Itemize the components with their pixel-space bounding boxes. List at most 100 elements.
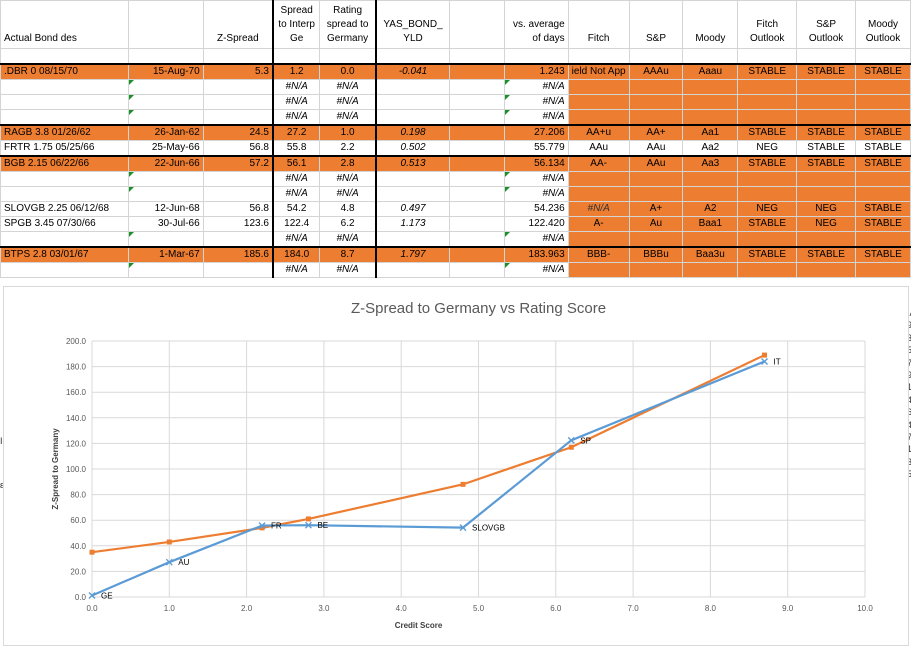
table-cell[interactable]: STABLE [855,63,911,80]
table-cell[interactable]: 54.236 [503,201,569,217]
table-row[interactable]: #N/A #N/A #N/A [0,262,911,278]
cell[interactable] [375,48,451,65]
table-cell[interactable] [449,186,505,202]
table-cell[interactable]: 185.6 [202,246,274,263]
table-cell[interactable]: NEG [737,140,798,157]
table-cell[interactable]: 184.0 [271,246,321,263]
table-cell[interactable] [449,262,505,278]
table-cell[interactable]: STABLE [855,201,911,217]
table-cell[interactable]: RAGB 3.8 01/26/62 [0,124,129,141]
table-cell[interactable]: 122.420 [503,216,569,232]
table-cell[interactable]: #N/A [319,186,377,202]
table-cell[interactable]: #N/A [503,94,569,110]
table-cell[interactable]: BBB- [567,246,630,263]
table-cell[interactable]: 1.797 [375,246,451,263]
table-cell[interactable]: 26-Jan-62 [127,124,204,141]
table-cell[interactable]: STABLE [737,155,798,172]
table-cell[interactable] [202,109,274,126]
table-cell[interactable] [449,216,505,232]
table-cell[interactable]: 0.0 [319,63,377,80]
table-row[interactable]: #N/A #N/A #N/A [0,109,911,126]
table-cell[interactable] [682,171,739,187]
table-cell[interactable]: STABLE [796,140,857,157]
table-cell[interactable]: BGB 2.15 06/22/66 [0,155,129,172]
cell[interactable] [271,48,321,65]
table-cell[interactable] [375,231,451,248]
table-cell[interactable] [855,109,911,126]
table-cell[interactable] [449,231,505,248]
table-cell[interactable] [449,124,505,141]
table-cell[interactable]: BBBu [628,246,684,263]
table-cell[interactable]: 56.134 [503,155,569,172]
spread-vs-rating-chart[interactable]: Z-Spread to Germany vs Rating Score 0.0 20… [3,286,909,646]
table-cell[interactable] [202,186,274,202]
cell[interactable] [127,48,204,65]
table-cell[interactable]: 27.2 [271,124,321,141]
table-cell[interactable] [449,94,505,110]
table-cell[interactable]: Aa1 [682,124,739,141]
table-cell[interactable]: STABLE [737,124,798,141]
table-cell[interactable] [375,186,451,202]
table-cell[interactable]: A+ [628,201,684,217]
table-cell[interactable] [0,186,129,202]
table-cell[interactable] [737,79,798,95]
table-cell[interactable] [567,79,630,95]
table-cell[interactable] [796,231,857,248]
table-cell[interactable]: 1.2 [271,63,321,80]
table-cell[interactable]: #N/A [271,79,321,95]
table-cell[interactable] [449,109,505,126]
table-cell[interactable] [449,171,505,187]
table-cell[interactable]: 123.6 [202,216,274,232]
table-cell[interactable] [202,171,274,187]
table-cell[interactable] [0,109,129,126]
table-cell[interactable] [567,231,630,248]
table-cell[interactable] [202,231,274,248]
table-cell[interactable] [127,262,204,278]
table-cell[interactable]: Aa2 [682,140,739,157]
table-cell[interactable] [737,186,798,202]
header-cell[interactable]: vs. average of days [503,0,569,49]
table-cell[interactable]: 8.7 [319,246,377,263]
table-cell[interactable]: 55.779 [503,140,569,157]
table-cell[interactable]: STABLE [855,124,911,141]
table-cell[interactable]: #N/A [319,109,377,126]
table-cell[interactable]: ield Not App [567,63,630,80]
table-cell[interactable] [127,94,204,110]
table-cell[interactable]: #N/A [503,262,569,278]
table-cell[interactable] [567,94,630,110]
table-cell[interactable]: SPGB 3.45 07/30/66 [0,216,129,232]
header-cell[interactable]: Moody [682,0,739,49]
header-cell[interactable]: Fitch Outlook [737,0,798,49]
table-cell[interactable] [796,109,857,126]
table-cell[interactable]: 1-Mar-67 [127,246,204,263]
table-row[interactable]: #N/A #N/A #N/A [0,79,911,95]
table-cell[interactable] [449,246,505,263]
table-cell[interactable]: STABLE [855,140,911,157]
table-cell[interactable]: #N/A [271,109,321,126]
table-cell[interactable] [796,79,857,95]
table-cell[interactable] [375,94,451,110]
header-cell[interactable] [127,0,204,49]
table-row[interactable]: RAGB 3.8 01/26/62 26-Jan-62 24.5 27.2 1.0 0.1… [0,124,911,141]
table-cell[interactable]: 183.963 [503,246,569,263]
header-cell[interactable]: YAS_BOND_ YLD [375,0,451,49]
bond-table[interactable]: Actual Bond des Z-Spread Spread to Interp … [0,0,911,278]
table-cell[interactable]: #N/A [319,231,377,248]
table-cell[interactable]: 0.502 [375,140,451,157]
table-cell[interactable]: AA+ [628,124,684,141]
table-cell[interactable] [796,186,857,202]
table-cell[interactable] [682,94,739,110]
table-cell[interactable]: #N/A [271,231,321,248]
table-cell[interactable] [628,186,684,202]
cell[interactable] [855,48,911,65]
table-cell[interactable]: 15-Aug-70 [127,63,204,80]
table-cell[interactable] [855,262,911,278]
table-cell[interactable]: 56.8 [202,140,274,157]
cell[interactable] [503,48,569,65]
table-row[interactable]: .DBR 0 08/15/70 15-Aug-70 5.3 1.2 0.0 -0.041 1… [0,63,911,80]
table-cell[interactable]: 122.4 [271,216,321,232]
table-cell[interactable] [737,171,798,187]
table-cell[interactable]: Au [628,216,684,232]
table-cell[interactable] [0,262,129,278]
table-cell[interactable] [737,231,798,248]
